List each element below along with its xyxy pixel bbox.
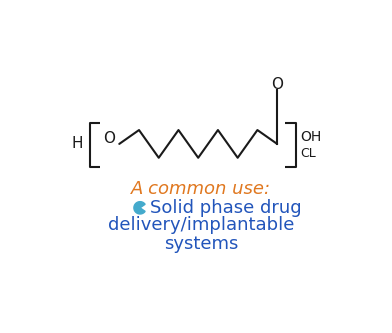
Text: Solid phase drug: Solid phase drug bbox=[150, 199, 302, 217]
Text: O: O bbox=[271, 77, 283, 92]
Text: O: O bbox=[103, 131, 115, 146]
Text: systems: systems bbox=[164, 235, 238, 253]
Text: A common use:: A common use: bbox=[131, 179, 271, 197]
Text: OH: OH bbox=[300, 130, 321, 144]
Text: CL: CL bbox=[300, 148, 316, 161]
Text: H: H bbox=[72, 137, 83, 152]
Text: delivery/implantable: delivery/implantable bbox=[108, 216, 294, 234]
Wedge shape bbox=[134, 202, 145, 214]
